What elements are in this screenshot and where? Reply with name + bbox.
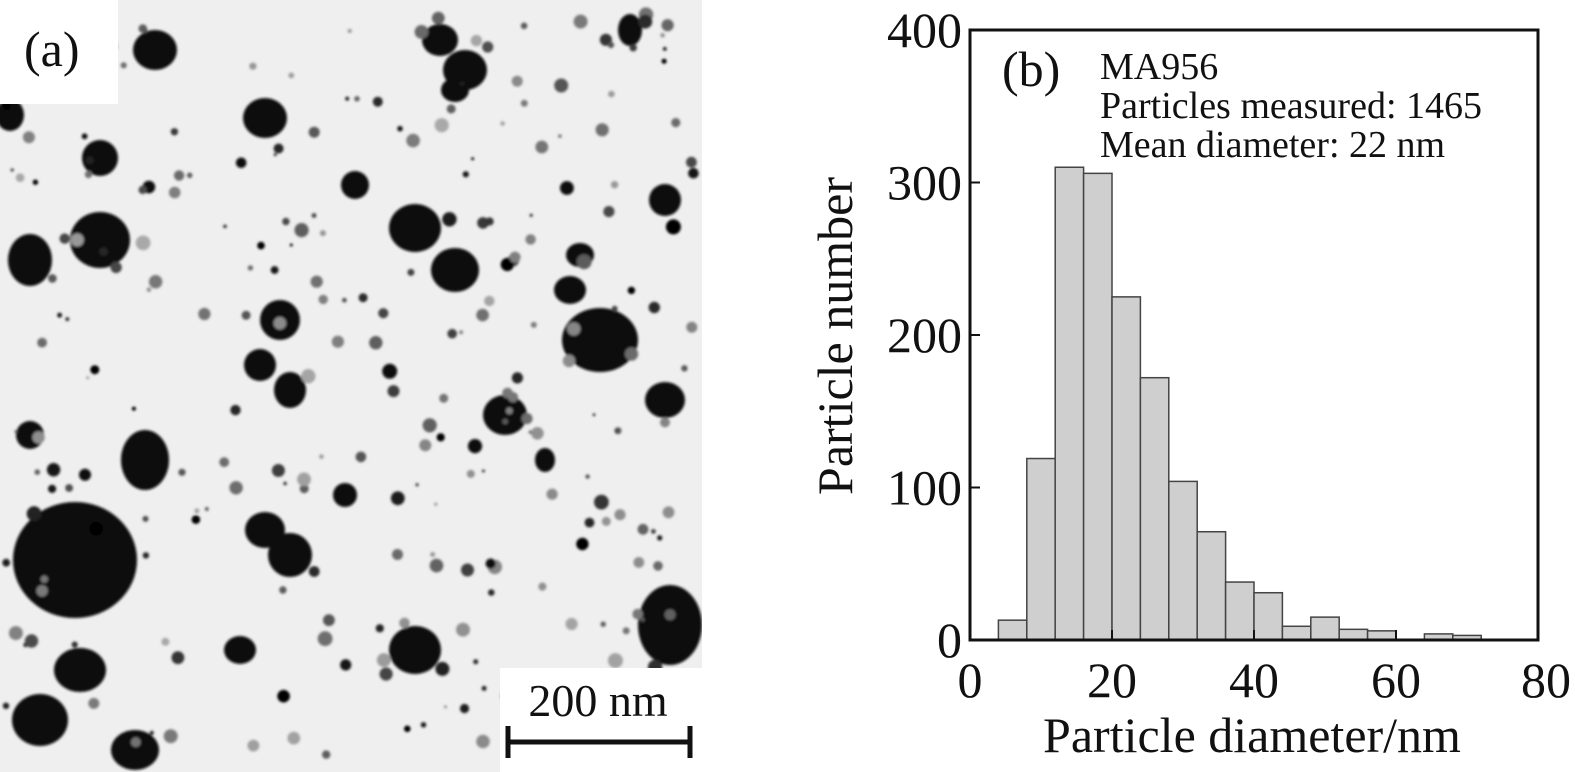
tem-micrograph: (a) 200 nm [0,0,702,772]
histogram-bar-8 [1224,581,1255,641]
x-axis-label: Particle diameter/nm [1043,707,1461,763]
histogram-bar-1 [1026,457,1056,641]
scale-bar-background [500,668,702,772]
y-tick-label-0: 0 [937,612,962,668]
x-tick-label-20: 20 [1087,652,1137,708]
histogram-bar-6 [1168,480,1198,641]
histogram-bar-10 [1281,625,1312,641]
annotation-alloy: MA956 [1100,46,1218,88]
y-tick-label-200: 200 [887,307,962,363]
y-tick-label-300: 300 [887,155,962,211]
x-tick-label-60: 60 [1371,652,1421,708]
histogram-bar-9 [1253,591,1284,641]
panel-label-a: (a) [24,21,80,77]
annotation-mean-diameter: Mean diameter: 22 nm [1100,124,1445,166]
histogram-bar-11 [1310,616,1340,641]
x-axis-ticks: 0 20 40 60 80 [958,630,1571,708]
y-axis-label: Particle number [807,177,863,495]
histogram-bar-4 [1111,296,1142,641]
x-tick-label-0: 0 [958,652,983,708]
scale-bar-label: 200 nm [528,675,668,726]
histogram-bar-3 [1082,172,1113,641]
histogram-bars [997,166,1482,641]
histogram-bar-12 [1338,628,1369,641]
annotation-particles-measured: Particles measured: 1465 [1100,85,1482,127]
histogram-bar-7 [1196,530,1227,641]
x-tick-label-80: 80 [1521,652,1571,708]
particle-blobs [0,2,702,770]
panel-label-b: (b) [1002,41,1060,97]
y-axis-ticks: 0 100 200 300 400 [887,2,980,668]
y-tick-label-400: 400 [887,2,962,58]
x-tick-label-40: 40 [1229,652,1279,708]
scale-bar [505,726,693,758]
y-tick-label-100: 100 [887,460,962,516]
panel-label-background [0,0,118,104]
histogram-bar-2 [1054,166,1085,641]
particle-size-histogram: 0 20 40 60 80 0 100 200 300 400 (b) MA956 Partic… [807,2,1571,763]
histogram-bar-0 [997,619,1028,641]
histogram-bar-5 [1139,376,1170,641]
